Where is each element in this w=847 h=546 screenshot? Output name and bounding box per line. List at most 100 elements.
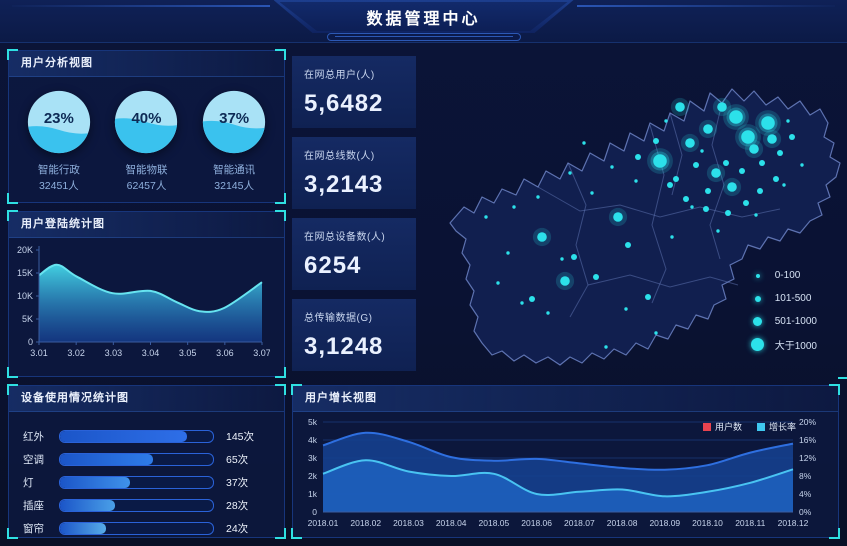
device-bar-row: 灯 37次 — [23, 471, 268, 494]
svg-text:3k: 3k — [308, 453, 318, 463]
svg-text:2018.10: 2018.10 — [692, 518, 723, 528]
bubble-map — [420, 45, 847, 382]
corner-bracket — [7, 528, 18, 539]
growth-chart-wrap: 用户数 增长率 0 0% 1k 4% 2k 8% 3k 12% 4k — [293, 412, 838, 541]
header-line-right — [577, 5, 835, 7]
corner-bracket — [291, 528, 302, 539]
svg-text:20%: 20% — [799, 417, 816, 427]
svg-text:2018.12: 2018.12 — [778, 518, 809, 528]
growth-chart-legend: 用户数 增长率 — [702, 420, 796, 433]
device-bar-track — [59, 476, 214, 489]
svg-text:2018.11: 2018.11 — [735, 518, 765, 528]
stat-card-total-users: 在网总用户(人) 5,6482 — [292, 56, 416, 128]
svg-text:16%: 16% — [799, 435, 816, 445]
corner-bracket — [275, 367, 286, 378]
device-bar-track — [59, 430, 214, 443]
panel-title-login-stats: 用户登陆统计图 — [9, 212, 284, 238]
svg-text:3.02: 3.02 — [67, 348, 85, 358]
stat-label: 在网总线数(人) — [304, 151, 375, 162]
stat-label: 在网总用户(人) — [304, 70, 375, 81]
device-value: 65次 — [226, 454, 249, 466]
stat-card-total-devices: 在网总设备数(人) 6254 — [292, 218, 416, 290]
svg-text:2018.09: 2018.09 — [649, 518, 680, 528]
liquid-gauge: 37% 智能通讯 32145人 — [191, 89, 277, 193]
header-underline-decoration — [326, 33, 521, 41]
svg-text:15K: 15K — [17, 268, 33, 278]
stat-label: 总传输数据(G) — [304, 313, 373, 324]
svg-text:0: 0 — [28, 337, 33, 347]
svg-text:3.07: 3.07 — [253, 348, 270, 358]
map-legend-row: 0-100 — [750, 269, 817, 282]
panel-title-device-usage: 设备使用情况统计图 — [9, 386, 284, 412]
device-bar-fill — [60, 523, 106, 534]
svg-text:8%: 8% — [799, 471, 812, 481]
svg-text:0%: 0% — [799, 507, 812, 517]
svg-text:3.06: 3.06 — [216, 348, 234, 358]
growth-area-chart: 0 0% 1k 4% 2k 8% 3k 12% 4k 16% 5k 20% — [293, 412, 838, 541]
svg-text:5K: 5K — [22, 314, 33, 324]
corner-bracket — [7, 49, 18, 60]
device-bar-track — [59, 499, 214, 512]
svg-text:2018.03: 2018.03 — [393, 518, 424, 528]
stat-card-total-data: 总传输数据(G) 3,1248 — [292, 299, 416, 371]
svg-text:4%: 4% — [799, 489, 812, 499]
corner-bracket — [829, 528, 840, 539]
login-area-chart: 0 5K 10K 15K 20K 3.01 3.02 3.03 3.04 3.0… — [9, 238, 284, 377]
svg-text:3.01: 3.01 — [30, 348, 48, 358]
legend-label: 增长率 — [768, 422, 796, 432]
device-value: 37次 — [226, 477, 249, 489]
stat-label: 在网总设备数(人) — [304, 232, 386, 243]
device-bar-fill — [60, 500, 116, 511]
map-legend-dot-icon — [755, 273, 760, 278]
panel-title-user-analysis: 用户分析视图 — [9, 51, 284, 77]
header-banner-inner — [279, 2, 568, 31]
device-label: 红外 — [23, 431, 44, 443]
login-chart-svg: 0 5K 10K 15K 20K 3.01 3.02 3.03 3.04 3.0… — [17, 245, 271, 358]
device-bar-row: 红外 145次 — [23, 425, 268, 448]
gauge-label: 智能物联 — [125, 164, 168, 176]
map-legend-dot-icon — [751, 338, 765, 351]
corner-bracket — [7, 210, 18, 221]
device-bar-row: 窗帘 24次 — [23, 517, 268, 540]
growth-chart-svg: 0 0% 1k 4% 2k 8% 3k 12% 4k 16% 5k 20% — [308, 417, 817, 528]
svg-text:2018.02: 2018.02 — [350, 518, 381, 528]
panel-user-analysis: 用户分析视图 23% 智能行政 32451人 40% 智能物联 62457人 — [7, 49, 286, 204]
corner-bracket — [838, 368, 847, 379]
corner-bracket — [7, 367, 18, 378]
corner-bracket — [275, 210, 286, 221]
svg-text:1k: 1k — [308, 489, 318, 499]
device-label: 空调 — [23, 454, 44, 466]
liquid-gauge: 40% 智能物联 62457人 — [103, 89, 189, 193]
map-svg — [449, 88, 841, 366]
svg-text:2018.04: 2018.04 — [436, 518, 467, 528]
device-value: 24次 — [226, 523, 249, 535]
liquid-gauge: 23% 智能行政 32451人 — [16, 89, 102, 193]
corner-bracket — [291, 384, 302, 395]
gauge-circle — [203, 90, 266, 154]
legend-swatch — [702, 422, 711, 431]
panel-device-usage: 设备使用情况统计图 红外 145次 空调 65次 灯 — [7, 384, 286, 540]
svg-text:2018.01: 2018.01 — [308, 518, 339, 528]
gauge-circle — [115, 90, 178, 154]
device-label: 插座 — [23, 500, 44, 512]
corner-bracket — [7, 384, 18, 395]
corner-bracket — [275, 49, 286, 60]
map-legend-label: 大于1000 — [774, 341, 817, 352]
gauge-label: 智能行政 — [37, 164, 80, 176]
device-bar-track — [59, 522, 214, 535]
page-title: 数据管理中心 — [366, 10, 481, 28]
gauge-count: 32451人 — [38, 180, 79, 192]
map-legend-label: 0-100 — [774, 270, 801, 281]
panel-login-stats: 用户登陆统计图 0 5K 10K 15K 20K 3.01 3.02 3.03 — [7, 210, 286, 378]
svg-text:0: 0 — [312, 507, 317, 517]
map-legend-dot-box — [750, 338, 766, 351]
map-legend-row: 101-500 — [750, 292, 817, 305]
svg-text:2018.08: 2018.08 — [607, 518, 638, 528]
svg-text:3.04: 3.04 — [142, 348, 160, 358]
map-legend-label: 501-1000 — [774, 316, 817, 327]
legend-label: 用户数 — [714, 422, 742, 432]
gauge-count: 62457人 — [126, 180, 167, 192]
header-banner: 数据管理中心 — [273, 0, 574, 33]
device-label: 窗帘 — [23, 523, 44, 535]
